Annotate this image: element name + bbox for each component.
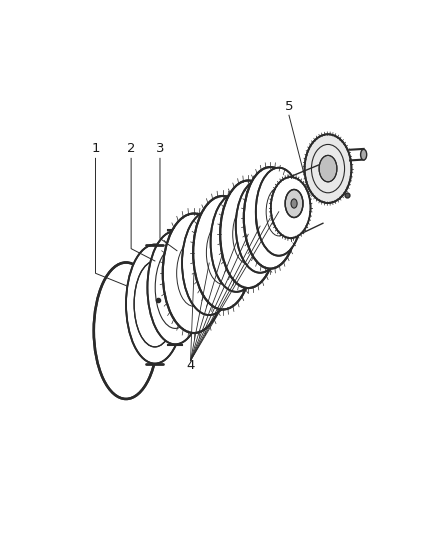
Ellipse shape bbox=[256, 168, 302, 256]
Ellipse shape bbox=[360, 149, 367, 160]
Ellipse shape bbox=[285, 190, 303, 217]
Text: 5: 5 bbox=[285, 100, 293, 113]
Text: 2: 2 bbox=[127, 142, 135, 156]
Ellipse shape bbox=[134, 261, 176, 347]
Ellipse shape bbox=[304, 134, 351, 203]
Ellipse shape bbox=[163, 214, 225, 333]
Ellipse shape bbox=[236, 180, 284, 273]
Ellipse shape bbox=[182, 211, 237, 315]
Ellipse shape bbox=[291, 199, 297, 208]
Ellipse shape bbox=[211, 193, 262, 292]
Ellipse shape bbox=[126, 245, 184, 364]
Ellipse shape bbox=[148, 231, 203, 344]
Ellipse shape bbox=[94, 262, 158, 399]
Ellipse shape bbox=[193, 196, 252, 310]
Text: 1: 1 bbox=[91, 142, 100, 156]
Ellipse shape bbox=[220, 181, 276, 288]
Ellipse shape bbox=[319, 156, 337, 182]
Text: 3: 3 bbox=[156, 142, 164, 156]
Ellipse shape bbox=[271, 177, 311, 238]
Text: 4: 4 bbox=[186, 359, 195, 372]
Ellipse shape bbox=[244, 167, 297, 269]
